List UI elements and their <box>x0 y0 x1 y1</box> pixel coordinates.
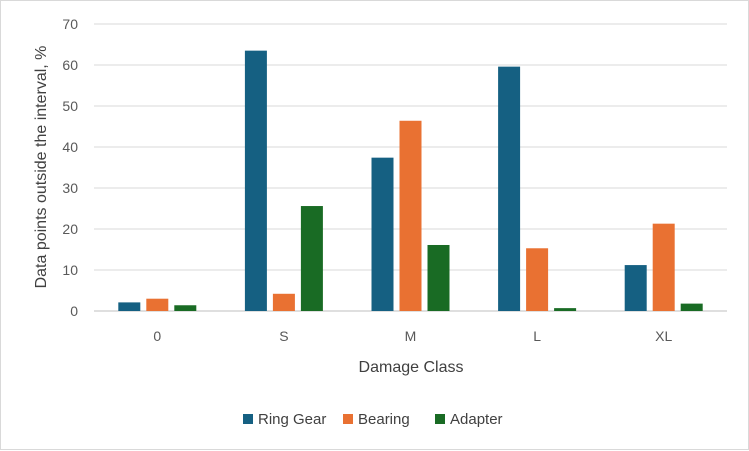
bar-ring-gear-l <box>498 66 521 311</box>
x-axis-title: Damage Class <box>359 359 464 376</box>
bar-ring-gear-xl <box>624 265 647 311</box>
y-tick-label: 70 <box>62 16 78 32</box>
legend: Ring Gear Bearing Adapter <box>243 411 503 428</box>
bar-adapter-m <box>427 244 450 311</box>
bar-ring-gear-s <box>244 50 267 312</box>
bar-bearing-xl <box>652 223 675 311</box>
legend-swatch <box>243 414 253 424</box>
x-tick-label: 0 <box>153 328 161 344</box>
x-tick-label: XL <box>655 328 672 344</box>
x-tick-label: S <box>279 328 288 344</box>
bar-adapter-0 <box>174 305 197 311</box>
x-tick-label: L <box>533 328 541 344</box>
y-tick-label: 50 <box>62 98 78 114</box>
y-tick-labels: 0 10 20 30 40 50 60 70 <box>62 16 78 319</box>
x-tick-label: M <box>405 328 417 344</box>
bar-adapter-xl <box>680 303 703 311</box>
y-tick-label: 0 <box>70 303 78 319</box>
legend-swatch <box>435 414 445 424</box>
y-tick-label: 40 <box>62 139 78 155</box>
bar-bearing-l <box>526 248 549 311</box>
legend-label: Adapter <box>450 411 503 428</box>
y-tick-label: 20 <box>62 221 78 237</box>
legend-swatch <box>343 414 353 424</box>
bar-bearing-0 <box>146 298 169 311</box>
y-tick-label: 30 <box>62 180 78 196</box>
bar-adapter-s <box>300 206 323 311</box>
legend-item-ring-gear: Ring Gear <box>243 411 326 428</box>
legend-label: Bearing <box>358 411 410 428</box>
legend-label: Ring Gear <box>258 411 326 428</box>
y-tick-label: 10 <box>62 262 78 278</box>
y-axis-title: Data points outside the interval, % <box>33 46 50 289</box>
bar-ring-gear-0 <box>118 302 141 311</box>
y-tick-label: 60 <box>62 57 78 73</box>
legend-item-adapter: Adapter <box>435 411 503 428</box>
bar-bearing-m <box>399 120 422 311</box>
bar-ring-gear-m <box>371 157 394 311</box>
bars <box>118 50 703 312</box>
bar-bearing-s <box>272 293 295 311</box>
x-tick-labels: 0 S M L XL <box>153 328 672 344</box>
bar-adapter-l <box>554 308 577 311</box>
legend-item-bearing: Bearing <box>343 411 410 428</box>
